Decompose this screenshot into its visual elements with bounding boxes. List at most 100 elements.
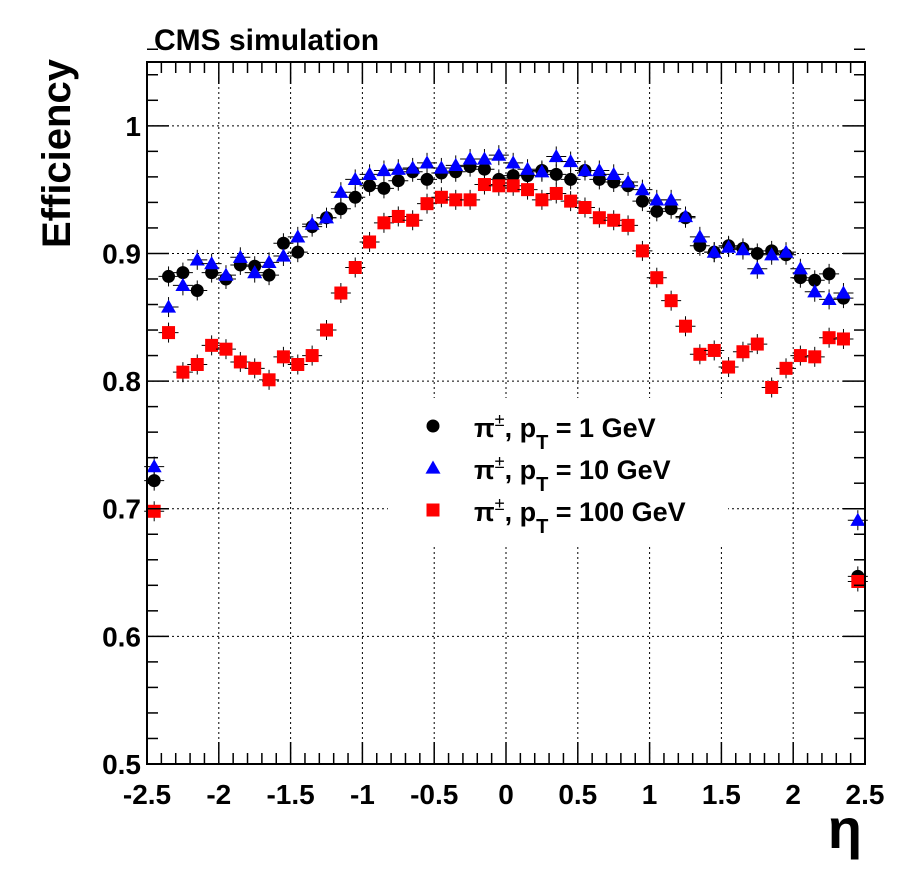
x-tick-label: -1.5 <box>266 779 314 810</box>
data-point <box>247 265 263 279</box>
data-point <box>578 201 592 215</box>
data-point <box>290 229 306 243</box>
y-tick-label: 0.9 <box>102 238 141 269</box>
tick-labels: -2.5 -2 -1.5 -1 -0.5 0 0.5 1 1.5 2 2.5 0.5 0.6 0.7 0.8… <box>102 111 884 810</box>
x-tick-label: -1 <box>350 779 375 810</box>
x-axis-title: η <box>828 797 862 860</box>
x-tick-label: -2 <box>206 779 231 810</box>
legend-marker <box>426 419 440 433</box>
data-point <box>520 161 536 175</box>
data-point <box>563 154 579 168</box>
data-point <box>190 283 204 297</box>
data-point <box>764 247 780 261</box>
x-tick-label: 1 <box>642 779 658 810</box>
data-point <box>750 246 764 260</box>
data-point <box>433 160 449 174</box>
data-point <box>722 360 736 374</box>
data-point <box>406 213 420 227</box>
data-point <box>405 160 421 174</box>
x-tick-label: -0.5 <box>410 779 458 810</box>
data-point <box>219 342 233 356</box>
data-point <box>807 284 823 298</box>
data-point <box>248 361 262 375</box>
data-point <box>449 193 463 207</box>
data-point <box>390 161 406 175</box>
data-point <box>534 164 550 178</box>
data-point <box>462 151 478 165</box>
data-point <box>204 256 220 270</box>
data-point <box>320 323 333 337</box>
data-point <box>476 151 492 165</box>
y-tick-label: 0.8 <box>102 366 141 397</box>
data-point <box>505 155 521 169</box>
data-point <box>664 294 678 308</box>
data-points <box>144 145 868 592</box>
data-point <box>434 190 448 204</box>
data-point <box>606 166 622 180</box>
x-tick-label: 0 <box>498 779 514 810</box>
data-point <box>419 155 435 169</box>
legend-box <box>388 398 728 546</box>
data-point <box>808 350 822 364</box>
data-point <box>262 373 276 387</box>
legend-label: π±, pT = 100 GeV <box>474 494 686 538</box>
data-point <box>564 172 578 186</box>
data-point <box>333 184 349 198</box>
data-point <box>348 260 362 274</box>
data-point <box>448 157 464 172</box>
data-point <box>721 239 737 253</box>
data-point <box>261 254 277 269</box>
data-point <box>735 242 751 256</box>
data-point <box>650 204 664 218</box>
y-tick-label: 1 <box>125 111 141 142</box>
data-point <box>692 229 708 243</box>
x-tick-label: 2.5 <box>846 779 885 810</box>
data-point <box>793 349 807 363</box>
data-point <box>262 268 276 282</box>
data-point <box>792 261 808 275</box>
data-point <box>218 267 234 281</box>
data-point <box>463 193 477 207</box>
data-point <box>232 249 248 263</box>
data-point <box>635 244 649 258</box>
data-point <box>334 286 348 300</box>
data-point <box>549 167 563 181</box>
data-point <box>836 332 850 346</box>
data-point <box>477 178 491 192</box>
data-point <box>506 169 520 183</box>
data-point <box>477 162 491 176</box>
data-point <box>778 244 794 258</box>
x-tick-label: 0.5 <box>558 779 597 810</box>
data-point <box>205 338 219 352</box>
x-tick-label: 2 <box>785 779 801 810</box>
data-point <box>850 512 866 526</box>
data-point <box>693 347 707 361</box>
data-point <box>521 183 535 197</box>
data-point <box>391 174 405 188</box>
x-tick-label: 1.5 <box>702 779 741 810</box>
legend-marker <box>426 503 440 517</box>
data-point <box>635 194 649 208</box>
data-point <box>146 459 162 473</box>
data-point <box>765 380 779 394</box>
data-point <box>175 277 191 291</box>
data-point <box>491 147 507 161</box>
series-1 <box>144 145 868 531</box>
data-point <box>176 365 190 379</box>
data-point <box>291 357 305 371</box>
data-point <box>304 216 320 230</box>
data-point <box>420 172 434 186</box>
data-point <box>305 349 319 363</box>
data-point <box>822 331 836 345</box>
data-point <box>420 197 434 211</box>
data-point <box>808 273 822 287</box>
data-point <box>275 248 291 262</box>
axis-ticks <box>146 48 866 765</box>
data-point <box>620 174 636 188</box>
data-point <box>548 148 564 163</box>
data-point <box>822 267 836 281</box>
data-point <box>147 504 161 518</box>
data-point <box>276 350 290 364</box>
data-point <box>749 261 765 275</box>
